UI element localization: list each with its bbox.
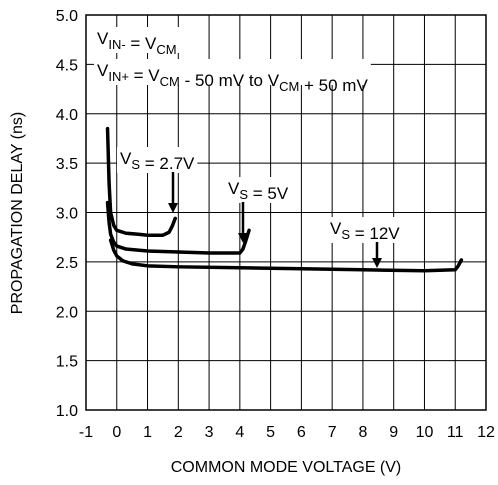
annotation-text: = V (129, 66, 160, 85)
annotation-text: V (120, 149, 132, 168)
annotation-text: = 5V (248, 184, 289, 203)
subscript: S (341, 227, 350, 242)
x-tick-label: 1 (143, 424, 152, 441)
plot-frame (85, 14, 487, 411)
arrow-head (372, 258, 382, 268)
line-series (105, 126, 177, 237)
x-tick-label: 3 (205, 424, 214, 441)
x-tick-label: -1 (79, 424, 93, 441)
x-tick-label: 7 (328, 424, 337, 441)
annotation-background (225, 177, 292, 203)
subscript: IN- (108, 37, 125, 52)
x-tick-label: 5 (266, 424, 275, 441)
annotation-text: = V (126, 34, 157, 53)
annotation-background (327, 217, 403, 243)
x-tick-label: 8 (358, 424, 367, 441)
subscript: S (239, 187, 248, 202)
annotation-text: - 50 mV to V (180, 71, 280, 90)
x-tick-label: 12 (477, 424, 495, 441)
annotation: VS = 12V (330, 219, 400, 243)
annotation-text: V (228, 179, 240, 198)
annotation-text: = 12V (350, 224, 400, 243)
annotation: VIN- = VCM (97, 29, 177, 57)
x-tick-label: 11 (447, 424, 464, 441)
y-tick-label: 4.5 (56, 57, 78, 74)
x-tick-label: 4 (235, 424, 244, 441)
x-tick-label: 9 (389, 424, 398, 441)
y-tick-label: 1.5 (56, 354, 78, 371)
y-tick-label: 5.0 (56, 8, 78, 25)
y-tick-label: 1.0 (56, 403, 78, 420)
x-axis-label: COMMON MODE VOLTAGE (V) (171, 459, 402, 476)
arrow-head (238, 233, 248, 243)
subscript: IN+ (108, 69, 129, 84)
annotation-text: V (330, 219, 342, 238)
x-tick-label: 0 (112, 424, 121, 441)
y-axis-label: PROPAGATION DELAY (ns) (9, 112, 26, 314)
annotation-background (94, 27, 180, 53)
annotation-text: V (97, 61, 109, 80)
x-tick-label: 2 (174, 424, 183, 441)
annotation-text: V (97, 29, 109, 48)
y-tick-label: 4.0 (56, 107, 78, 124)
x-tick-label: 6 (297, 424, 306, 441)
subscript: S (131, 157, 140, 172)
annotation: VS = 2.7V (120, 149, 195, 173)
arrow-head (168, 203, 178, 213)
annotation-text: + 50 mV (299, 76, 368, 95)
y-tick-label: 3.5 (56, 156, 78, 173)
line-series (108, 238, 464, 273)
subscript: CM (160, 74, 180, 89)
subscript: CM (156, 42, 176, 57)
y-tick-label: 3.0 (56, 206, 78, 223)
line-series (105, 200, 251, 255)
x-tick-label: 10 (416, 424, 434, 441)
annotation-background (117, 147, 198, 173)
y-tick-label: 2.5 (56, 255, 78, 272)
annotation-background (94, 59, 371, 85)
subscript: CM (279, 79, 299, 94)
y-tick-label: 2.0 (56, 304, 78, 321)
annotation: VIN+ = VCM - 50 mV to VCM + 50 mV (97, 61, 368, 95)
annotation: VS = 5V (228, 179, 289, 203)
annotation-text: = 2.7V (140, 154, 195, 173)
